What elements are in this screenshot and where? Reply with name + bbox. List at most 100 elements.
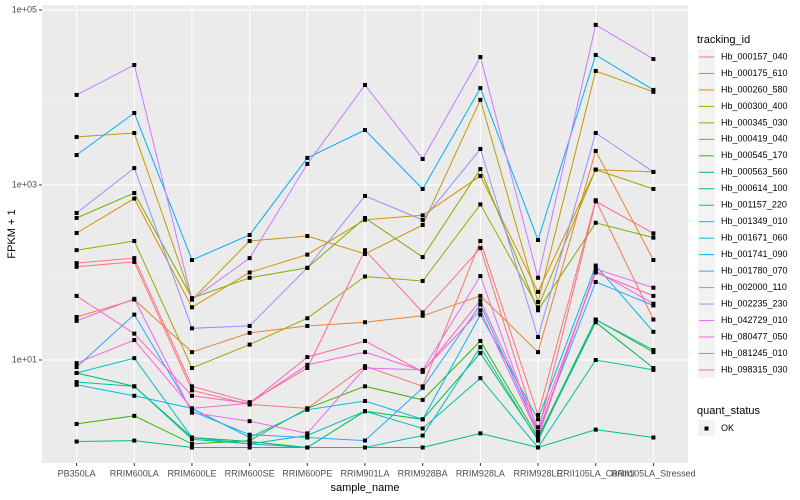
point (651, 301, 656, 306)
point (132, 166, 137, 171)
point (651, 350, 656, 355)
legend-label: Hb_001349_010 (721, 216, 788, 226)
point (132, 259, 137, 264)
point (651, 57, 656, 62)
point (132, 331, 137, 336)
shape-legend-label: OK (721, 423, 734, 433)
point (74, 421, 79, 426)
point (478, 431, 483, 436)
point (132, 196, 137, 201)
point (132, 239, 137, 244)
point (132, 356, 137, 361)
point (593, 263, 598, 268)
point (593, 320, 598, 325)
legend-title: tracking_id (697, 34, 750, 46)
x-tick-label: RRIM600LE (167, 468, 216, 478)
legend-label: Hb_000419_040 (721, 134, 788, 144)
point (74, 248, 79, 253)
point (478, 146, 483, 151)
point (189, 350, 194, 355)
legend-label: Hb_001157_220 (721, 200, 787, 210)
point (74, 134, 79, 139)
point (536, 238, 541, 243)
point (651, 367, 656, 372)
point (247, 275, 252, 280)
point (478, 202, 483, 207)
point (247, 435, 252, 440)
point (363, 366, 367, 371)
point (593, 167, 598, 172)
point (189, 388, 194, 393)
point (536, 435, 541, 440)
point (132, 63, 137, 68)
point (363, 274, 367, 279)
point (593, 22, 598, 27)
point (74, 92, 79, 97)
legend-label: Hb_081245_010 (721, 348, 788, 358)
y-tick-label: 1e+01 (12, 354, 37, 364)
point (305, 362, 310, 367)
point (536, 417, 541, 422)
point (536, 350, 541, 355)
point (478, 293, 483, 298)
point (363, 384, 367, 389)
point (132, 130, 137, 135)
legend-label: Hb_042729_010 (721, 315, 788, 325)
legend-label: Hb_002000_110 (721, 282, 787, 292)
point (478, 55, 483, 60)
x-tick-label: RRII105LA_Stressed (611, 468, 696, 478)
point (189, 406, 194, 411)
point (132, 190, 137, 195)
point (305, 252, 310, 257)
legend-label: Hb_000614_100 (721, 183, 788, 193)
point (420, 397, 425, 402)
point (247, 270, 252, 275)
legend-label: Hb_002235_230 (721, 298, 788, 308)
point (593, 52, 598, 57)
point (74, 380, 79, 385)
y-tick-label: 1e+05 (12, 4, 37, 14)
point (420, 213, 425, 218)
legend-label: Hb_001741_090 (721, 249, 788, 259)
point (420, 385, 425, 390)
point (74, 215, 79, 220)
point (305, 316, 310, 321)
legend-label: Hb_000157_040 (721, 51, 788, 61)
point (478, 86, 483, 91)
point (478, 345, 483, 350)
point (74, 382, 79, 387)
point (536, 275, 541, 280)
point (305, 234, 310, 239)
point (593, 270, 598, 275)
x-tick-label: RRII105LA_Control (557, 468, 635, 478)
x-tick-label: RRIM600LA (110, 468, 159, 478)
shape-legend-title: quant_status (697, 405, 760, 417)
point (651, 348, 656, 353)
legend-label: Hb_000345_030 (721, 117, 788, 127)
point (247, 342, 252, 347)
point (593, 220, 598, 225)
point (132, 256, 137, 261)
point (189, 326, 194, 331)
point (247, 323, 252, 328)
point (536, 289, 541, 294)
point (593, 266, 598, 271)
point (536, 430, 541, 435)
point (651, 87, 656, 92)
x-tick-label: RRIM901LA (340, 468, 389, 478)
point (132, 110, 137, 115)
point (189, 393, 194, 398)
point (305, 407, 310, 412)
point (536, 445, 541, 450)
point (536, 305, 541, 310)
x-axis-title: sample_name (330, 482, 399, 494)
point (305, 161, 310, 166)
point (132, 393, 137, 398)
point (132, 384, 137, 389)
point (305, 435, 310, 440)
point (247, 439, 252, 444)
point (536, 413, 541, 418)
point (74, 371, 79, 376)
point (536, 432, 541, 437)
x-tick-label: RRIM600PE (282, 468, 332, 478)
